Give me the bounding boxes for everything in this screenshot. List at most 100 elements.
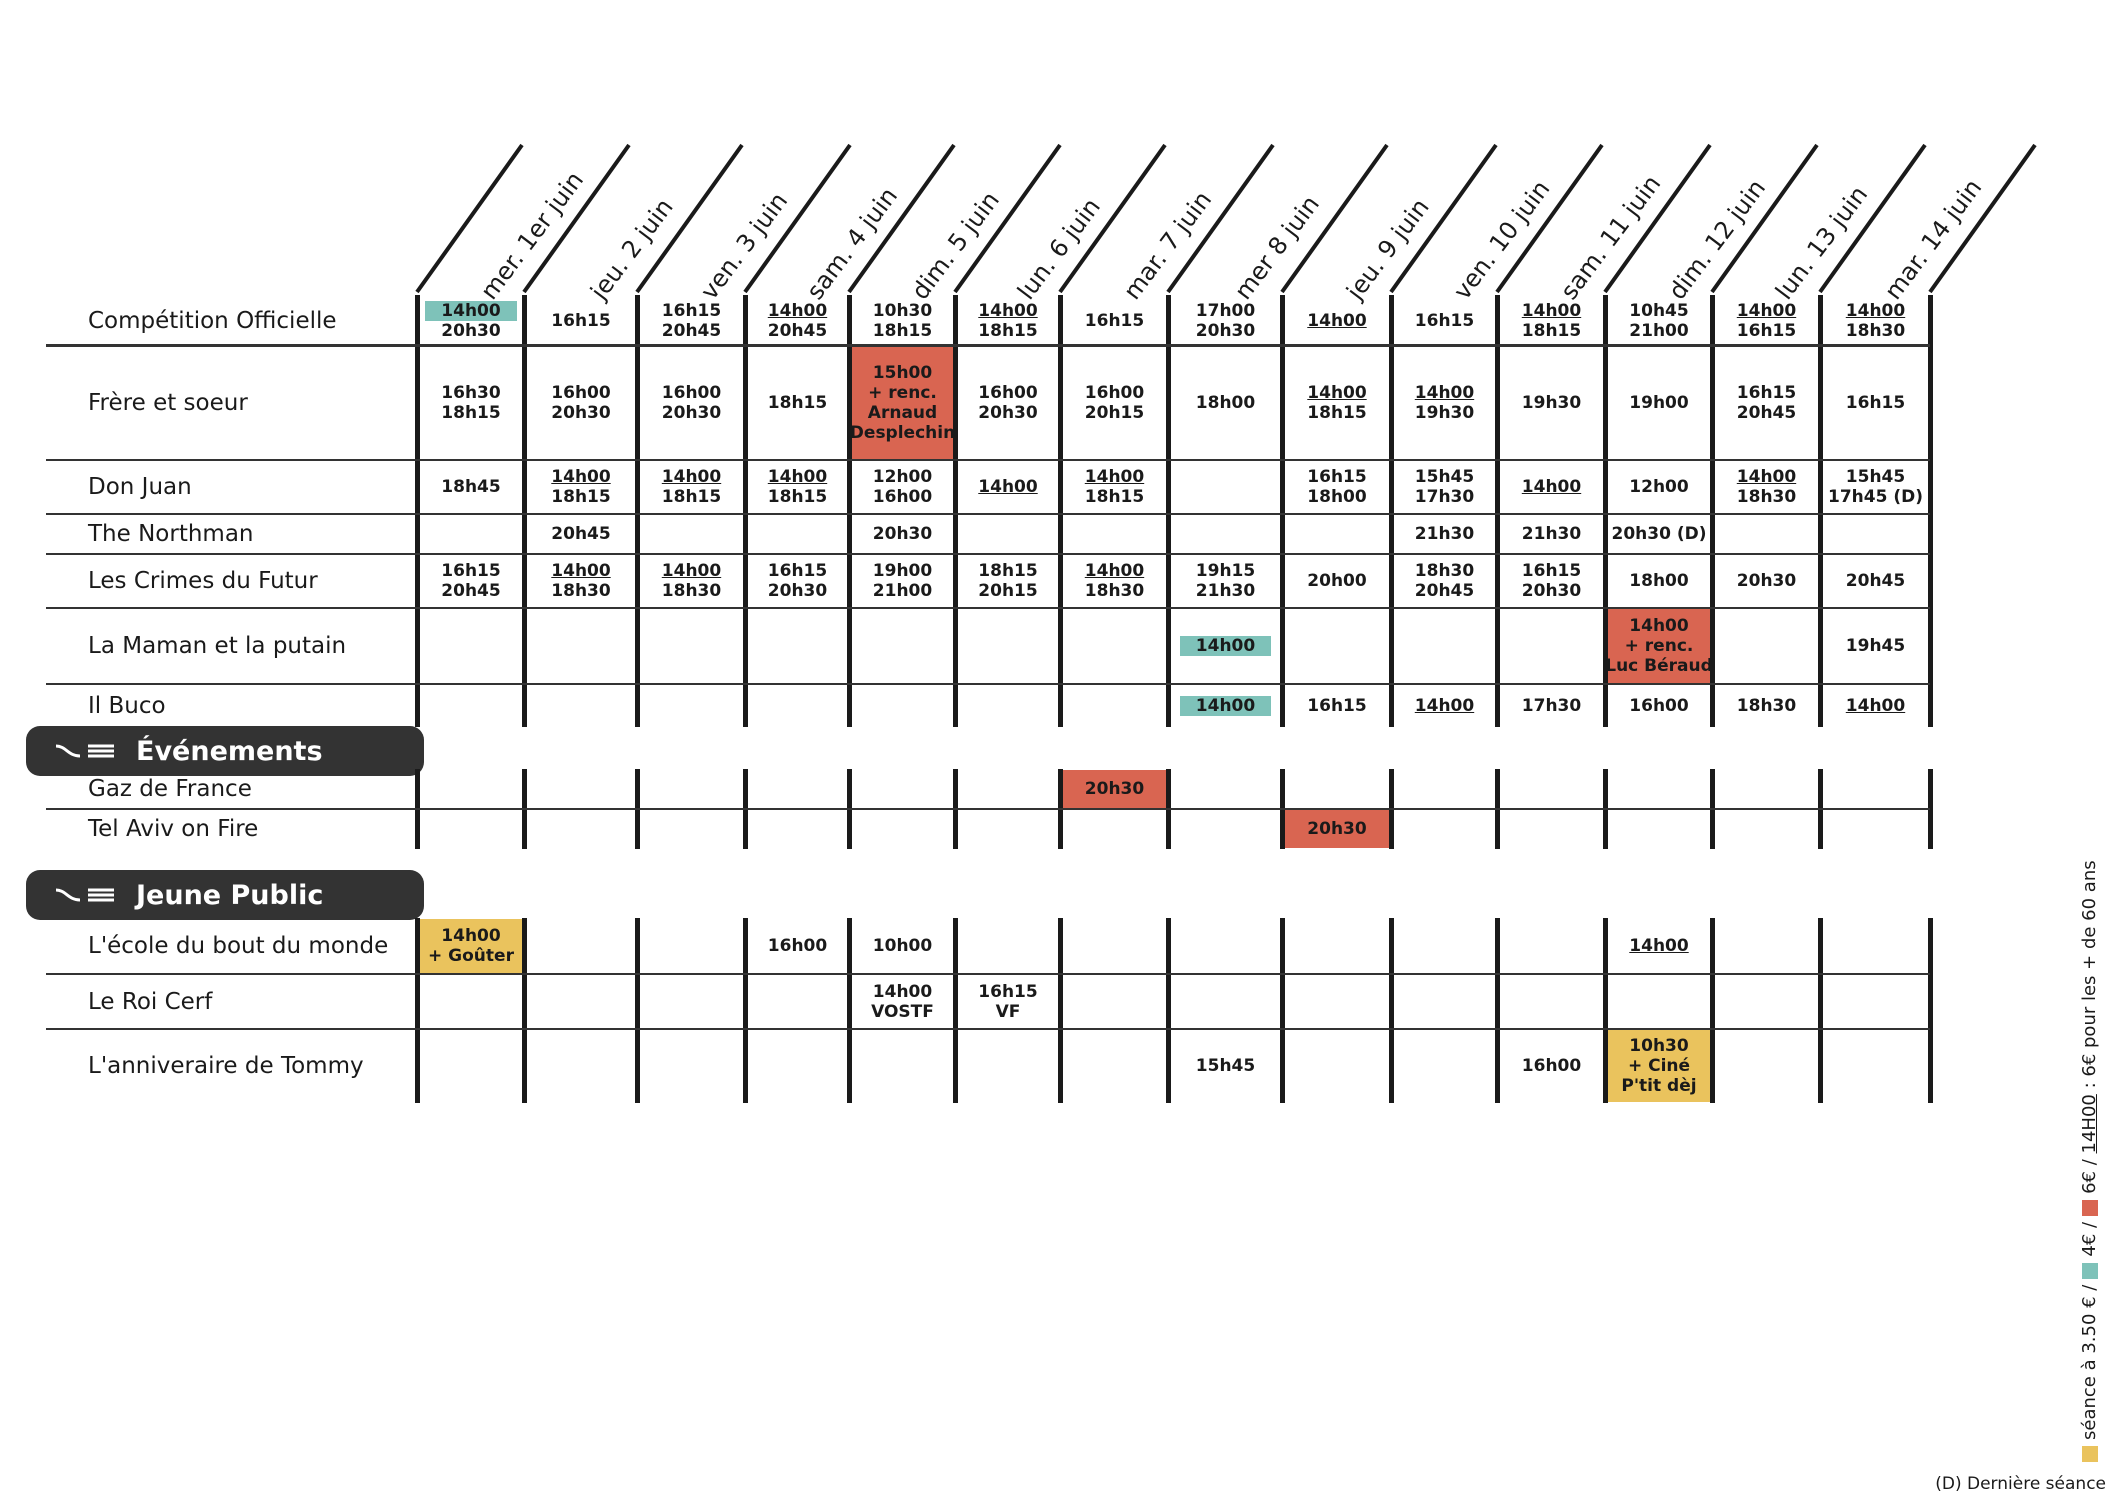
- screening-cell: 16h15: [1823, 347, 1928, 459]
- screening-time-senior: 14h00: [1307, 310, 1367, 331]
- screening-time: 10h30: [872, 300, 933, 321]
- film-title: Gaz de France: [88, 776, 252, 802]
- screening-cell: 10h45 21h00: [1608, 296, 1710, 345]
- screening-time: + renc.: [868, 383, 937, 403]
- screening-cell: 14h00 18h15: [1500, 296, 1603, 345]
- screening-cell: 14h00 18h15: [1063, 461, 1166, 513]
- screening-cell: 18h15 20h15: [958, 555, 1058, 607]
- screening-time-senior: 14h00: [1414, 383, 1475, 403]
- screening-time: 20h45: [551, 524, 611, 544]
- screening-time: 20h30: [872, 524, 933, 544]
- screening-time: 19h00: [872, 561, 933, 581]
- screening-time-senior: 14h00: [1084, 561, 1145, 581]
- screening-cell: 14h00 18h30: [1823, 296, 1928, 345]
- legend-red-swatch: [2081, 1199, 2098, 1216]
- screening-cell: 12h00 16h00: [852, 461, 953, 513]
- screening-time: 20h30: [661, 403, 722, 423]
- day-header-10: sam. 11 juin: [1555, 169, 1667, 305]
- day-header-13: mar. 14 juin: [1879, 173, 1988, 305]
- screening-time: 16h00: [767, 936, 828, 956]
- screening-time: + Goûter: [428, 946, 514, 966]
- screening-time: 20h30: [1195, 320, 1256, 341]
- screening-time-senior: 14h00: [1307, 383, 1367, 403]
- film-title: Il Buco: [88, 692, 166, 719]
- screening-time: 10h45: [1629, 300, 1689, 321]
- screening-cell: 20h45: [527, 515, 635, 553]
- screening-cell: 20h30: [852, 515, 953, 553]
- column-divider: [743, 918, 748, 1103]
- screening-time: 18h15: [1084, 487, 1145, 507]
- screening-cell: 14h00 20h30: [420, 296, 522, 345]
- column-divider: [1166, 918, 1171, 1103]
- screening-time: 18h15: [978, 561, 1038, 581]
- screening-cell: 17h30: [1500, 685, 1603, 726]
- column-divider: [1389, 295, 1394, 727]
- screening-time: 16h30: [441, 383, 501, 403]
- column-divider: [522, 295, 527, 727]
- screening-cell: 16h00: [1608, 685, 1710, 726]
- screening-cell: 14h00 VOSTF: [852, 975, 953, 1028]
- film-title: Le Roi Cerf: [88, 988, 213, 1015]
- screening-time-senior: 14h00: [1521, 477, 1582, 497]
- screening-time: 18h00: [1195, 393, 1256, 413]
- screening-cell: 15h45 17h30: [1394, 461, 1495, 513]
- screening-time: 20h30: [441, 320, 501, 341]
- screening-time: 20h45: [1736, 403, 1797, 423]
- film-title: Les Crimes du Futur: [88, 568, 318, 594]
- column-divider: [1928, 769, 1933, 849]
- screening-time: 20h15: [1084, 403, 1145, 423]
- screening-time: 21h30: [1414, 524, 1475, 544]
- screening-cell: 20h00: [1285, 555, 1389, 607]
- screening-time: 18h15: [1521, 320, 1582, 341]
- row-divider: [46, 1028, 1930, 1030]
- screening-cell: 21h30: [1500, 515, 1603, 553]
- screening-time: P'tit dèj: [1621, 1076, 1697, 1096]
- screening-cell: 16h15: [527, 296, 635, 345]
- screening-cell: 10h00: [852, 919, 953, 973]
- screening-time: 14h00: [441, 926, 501, 946]
- screening-cell: 16h15 20h30: [748, 555, 847, 607]
- day-header-12: lun. 13 juin: [1770, 180, 1874, 305]
- screening-cell: 18h30: [1715, 685, 1818, 726]
- screening-time: 18h30: [1414, 561, 1475, 581]
- screening-time: 20h15: [978, 581, 1038, 601]
- screening-time-senior: 14h00: [1736, 467, 1797, 487]
- screening-time: 20h30: [1736, 571, 1797, 591]
- screening-time-senior: 14h00: [661, 467, 722, 487]
- screening-cell: 14h00 18h30: [1063, 555, 1166, 607]
- screening-cell: 15h45: [1171, 1030, 1280, 1102]
- menu-lines-icon: [55, 744, 114, 758]
- section-title-2: Jeune Public: [136, 879, 324, 911]
- row-divider: [46, 607, 1930, 609]
- screening-time: 20h45: [1414, 581, 1475, 601]
- screening-time: 16h15: [661, 300, 722, 321]
- screening-cell: 16h15 20h45: [640, 296, 743, 345]
- screening-time: 17h30: [1521, 695, 1582, 716]
- column-divider: [1710, 918, 1715, 1103]
- screening-time-senior: 14h00: [1414, 695, 1475, 716]
- screening-time-4eur: 14h00: [425, 300, 517, 321]
- screening-cell: 14h00: [1171, 685, 1280, 726]
- screening-cell: 16h15 18h00: [1285, 461, 1389, 513]
- column-divider: [415, 918, 420, 1103]
- screening-time: 18h30: [1845, 320, 1906, 341]
- screening-cell: 19h45: [1823, 609, 1928, 683]
- screening-time: 20h45: [661, 320, 722, 341]
- screening-cell: 16h15 VF: [958, 975, 1058, 1028]
- screening-time: 16h15: [1307, 467, 1367, 487]
- screening-cell: 18h00: [1171, 347, 1280, 459]
- header-baseline: [46, 344, 1930, 346]
- day-header-6: mar. 7 juin: [1118, 186, 1218, 305]
- day-header-9: ven. 10 juin: [1448, 175, 1556, 305]
- screening-cell: 16h00: [1500, 1030, 1603, 1102]
- column-divider: [1710, 295, 1715, 727]
- screening-time-senior: 14h00: [1084, 467, 1145, 487]
- screening-time: 18h15: [978, 320, 1038, 341]
- screening-time: Arnaud: [867, 403, 938, 423]
- screening-time: 18h15: [767, 393, 828, 413]
- column-divider: [1928, 295, 1933, 727]
- screening-cell: 16h30 18h15: [420, 347, 522, 459]
- legend-teal-text: 4€ /: [2079, 1221, 2100, 1257]
- day-header-4: dim. 5 juin: [906, 186, 1005, 305]
- screening-time: 16h15: [1084, 310, 1145, 331]
